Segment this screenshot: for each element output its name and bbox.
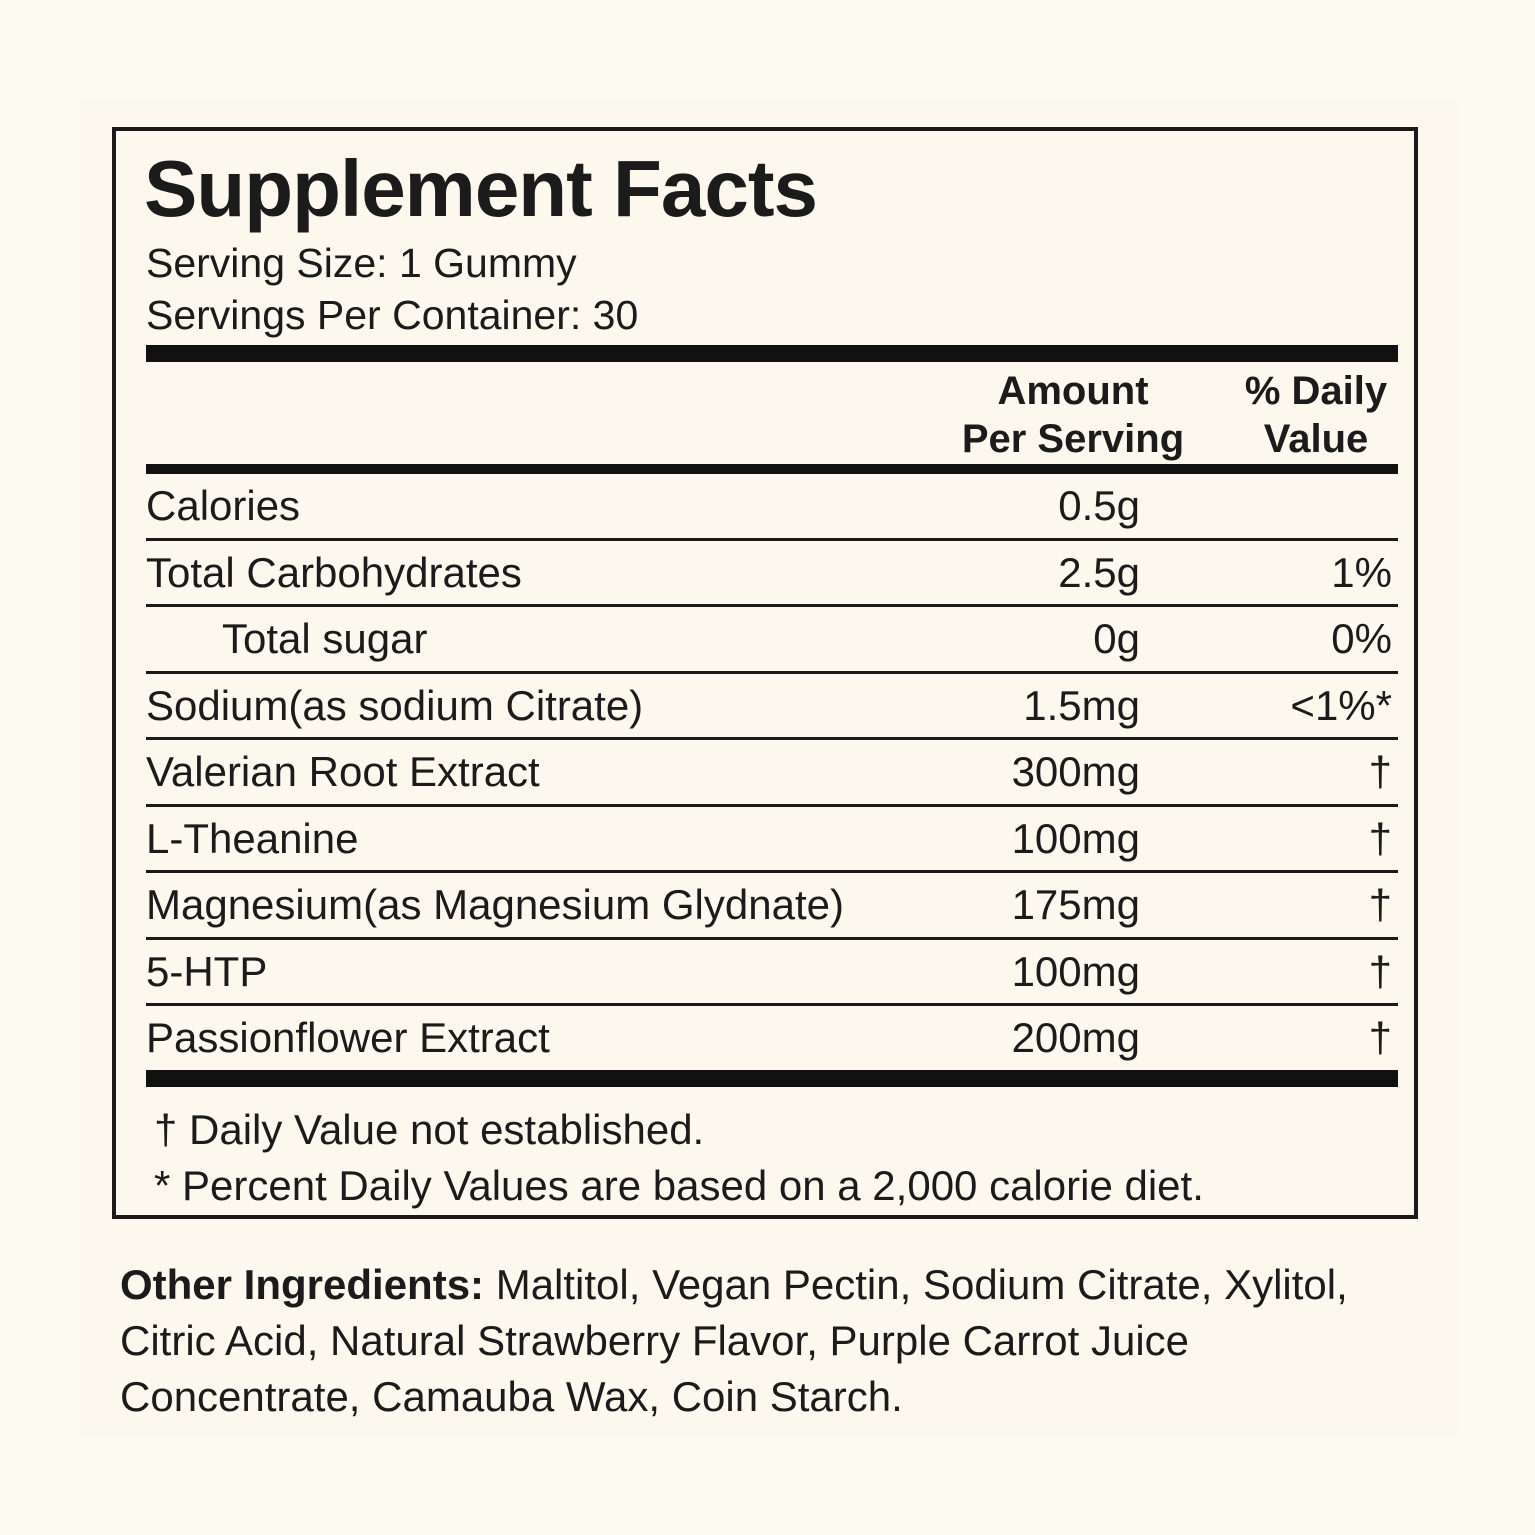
table-row: Total sugar 0g 0% — [146, 607, 1398, 674]
table-row: Magnesium(as Magnesium Glydnate) 175mg † — [146, 873, 1398, 940]
nutrient-name: Calories — [146, 482, 301, 529]
supplement-facts-box: Supplement Facts Serving Size: 1 Gummy S… — [112, 127, 1418, 1219]
table-row: 5-HTP 100mg † — [146, 940, 1398, 1006]
nutrient-daily-value: † — [1368, 748, 1392, 795]
nutrient-daily-value: † — [1368, 814, 1392, 862]
other-ingredients-label: Other Ingredients: — [120, 1261, 485, 1308]
serving-size: Serving Size: 1 Gummy — [146, 240, 577, 286]
nutrient-name: Passionflower Extract — [146, 1014, 550, 1061]
nutrient-table: Calories 0.5g Total Carbohydrates 2.5g 1% Tot… — [146, 474, 1398, 1073]
nutrient-amount: 0.5g — [1058, 482, 1140, 529]
nutrient-amount: 200mg — [1011, 1014, 1140, 1061]
column-header-amount: Amount Per Serving — [961, 369, 1185, 461]
nutrient-amount: 300mg — [1011, 748, 1140, 795]
other-ingredients-text: Maltitol, Vegan Pectin, Sodium Citrate, … — [120, 1261, 1348, 1420]
nutrient-daily-value: 0% — [1331, 615, 1392, 662]
nutrient-name: Magnesium(as Magnesium Glydnate) — [146, 881, 844, 928]
nutrient-name: Sodium(as sodium Citrate) — [146, 681, 644, 729]
nutrient-amount: 0g — [1093, 615, 1140, 662]
footnote-percent: * Percent Daily Values are based on a 2,… — [154, 1162, 1204, 1209]
table-row: Total Carbohydrates 2.5g 1% — [146, 541, 1398, 607]
column-header-daily-value: % Daily Value — [1244, 369, 1388, 461]
table-row: Passionflower Extract 200mg † — [146, 1006, 1398, 1073]
nutrient-name: L-Theanine — [146, 814, 359, 862]
nutrient-daily-value: <1%* — [1290, 681, 1392, 729]
footnote-dagger: † Daily Value not established. — [154, 1106, 705, 1153]
facts-title: Supplement Facts — [144, 144, 818, 233]
nutrient-amount: 1.5mg — [1023, 681, 1140, 729]
nutrient-amount: 100mg — [1011, 947, 1140, 995]
nutrient-amount: 100mg — [1011, 814, 1140, 862]
nutrient-daily-value: 1% — [1331, 548, 1392, 596]
nutrient-daily-value: † — [1368, 1014, 1392, 1061]
other-ingredients: Other Ingredients: Maltitol, Vegan Pecti… — [120, 1257, 1440, 1425]
nutrient-daily-value: † — [1368, 881, 1392, 928]
nutrient-name: Total Carbohydrates — [146, 548, 522, 596]
table-row: Calories 0.5g — [146, 474, 1398, 541]
thick-divider-bottom — [146, 1070, 1398, 1087]
table-row: Sodium(as sodium Citrate) 1.5mg <1%* — [146, 674, 1398, 740]
header-divider — [146, 464, 1398, 474]
servings-per-container: Servings Per Container: 30 — [146, 292, 639, 338]
nutrient-amount: 175mg — [1011, 881, 1140, 928]
nutrient-name: Valerian Root Extract — [146, 748, 540, 795]
table-row: Valerian Root Extract 300mg † — [146, 740, 1398, 807]
thick-divider-top — [146, 345, 1398, 362]
nutrient-name: Total sugar — [222, 615, 428, 662]
table-row: L-Theanine 100mg † — [146, 807, 1398, 873]
nutrient-name: 5-HTP — [146, 947, 268, 995]
nutrient-daily-value: † — [1368, 947, 1392, 995]
nutrient-amount: 2.5g — [1058, 548, 1140, 596]
